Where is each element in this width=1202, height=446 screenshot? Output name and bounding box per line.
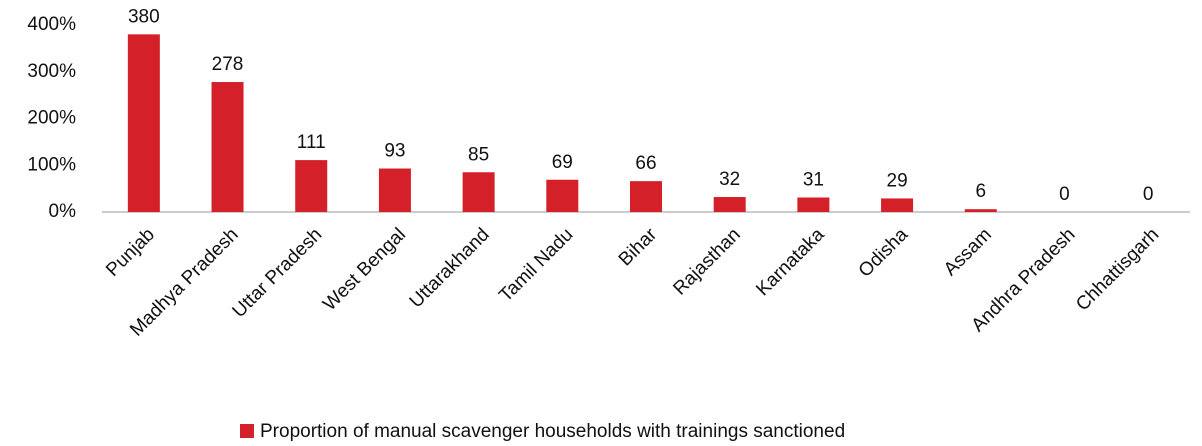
legend-swatch <box>240 424 254 438</box>
data-label: 0 <box>1059 184 1070 205</box>
x-tick-label: Assam <box>940 224 996 280</box>
data-label: 111 <box>297 132 326 153</box>
data-label: 66 <box>635 153 656 174</box>
x-tick-label: Odisha <box>855 224 913 282</box>
y-tick-label: 100% <box>27 154 76 175</box>
y-tick-label: 400% <box>27 14 76 35</box>
data-label: 85 <box>468 144 489 165</box>
y-tick-label: 0% <box>49 201 77 222</box>
x-tick-label: Bihar <box>615 224 662 271</box>
x-tick-label: West Bengal <box>319 224 410 315</box>
y-tick-label: 200% <box>27 108 76 129</box>
data-label: 93 <box>384 141 405 162</box>
x-tick-label: Punjab <box>102 224 159 281</box>
bar <box>546 179 579 212</box>
bar <box>881 198 914 212</box>
bar <box>797 197 830 212</box>
x-tick-label: Rajasthan <box>669 224 744 299</box>
bar <box>462 172 495 212</box>
y-tick-label: 300% <box>27 61 76 82</box>
bar <box>378 168 411 212</box>
bar <box>211 82 244 212</box>
x-tick-label: Uttar Pradesh <box>229 224 327 322</box>
data-label: 29 <box>887 170 908 191</box>
bar <box>295 160 328 212</box>
x-tick-label: Uttarakhand <box>406 224 494 312</box>
data-label: 6 <box>975 181 986 202</box>
data-label: 32 <box>719 169 740 190</box>
x-tick-label: Chhattisgarh <box>1072 224 1163 315</box>
bar <box>630 181 662 212</box>
x-tick-label: Tamil Nadu <box>495 224 577 306</box>
bar <box>964 209 997 212</box>
bar <box>127 34 160 212</box>
data-label: 69 <box>552 152 573 173</box>
data-label: 380 <box>128 6 160 27</box>
legend-label: Proportion of manual scavenger household… <box>260 421 845 442</box>
data-label: 31 <box>803 170 824 191</box>
x-tick-label: Karnataka <box>752 224 828 300</box>
data-label: 0 <box>1143 184 1154 205</box>
bar <box>713 197 746 212</box>
data-label: 278 <box>212 54 244 75</box>
